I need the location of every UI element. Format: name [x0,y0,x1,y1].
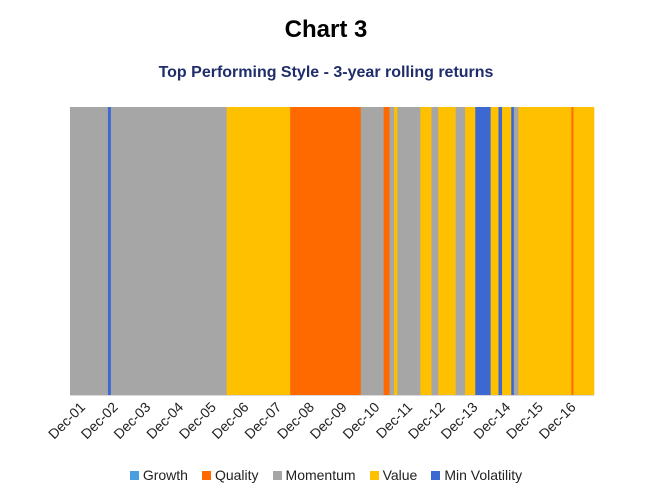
segment-momentum-2 [110,107,227,395]
legend-swatch [272,470,282,480]
segment-quality-6 [383,107,390,395]
segment-min-volatility-19 [511,107,515,395]
segment-value-21 [518,107,572,395]
chart-bars [70,107,595,395]
segment-value-8 [394,107,398,395]
segment-min-volatility-15 [475,107,491,395]
chart-title: Chart 3 [284,16,368,43]
legend-label: Growth [142,467,188,483]
x-tick-label: Dec-16 [536,399,579,442]
x-tick-labels: Dec-01Dec-02Dec-03Dec-04Dec-05Dec-06Dec-… [45,399,579,442]
segment-quality-4 [290,107,362,395]
segment-momentum-20 [513,107,519,395]
legend-item-quality: Quality [201,467,259,483]
segment-value-14 [465,107,476,395]
segment-value-16 [490,107,499,395]
legend-item-min-volatility: Min Volatility [431,467,522,483]
segment-value-23 [573,107,595,395]
segment-min-volatility-17 [498,107,503,395]
legend-label: Min Volatility [444,467,523,483]
segment-momentum-11 [431,107,439,395]
legend-item-momentum: Momentum [272,467,356,483]
legend-swatch [201,470,211,480]
chart-subtitle: Top Performing Style - 3-year rolling re… [158,64,494,81]
segment-value-12 [438,107,456,395]
legend-swatch [129,470,139,480]
segment-value-18 [502,107,512,395]
x-tick-label: Dec-10 [339,399,382,442]
segment-min-volatility-1 [107,107,112,395]
segment-value-10 [420,107,432,395]
segment-momentum-13 [455,107,466,395]
legend-item-value: Value [369,467,418,483]
chart-legend: Growth Quality Momentum Value Min Volatility [0,467,652,483]
legend-label: Quality [214,467,259,483]
legend-swatch [431,470,441,480]
legend-swatch [369,470,379,480]
legend-item-growth: Growth [129,467,188,483]
segment-value-3 [226,107,291,395]
segment-quality-22 [571,107,574,395]
segment-momentum-9 [397,107,421,395]
segment-momentum-0 [70,107,109,395]
segment-momentum-7 [389,107,395,395]
legend-label: Value [382,467,418,483]
legend-label: Momentum [285,467,356,483]
segment-momentum-5 [360,107,384,395]
